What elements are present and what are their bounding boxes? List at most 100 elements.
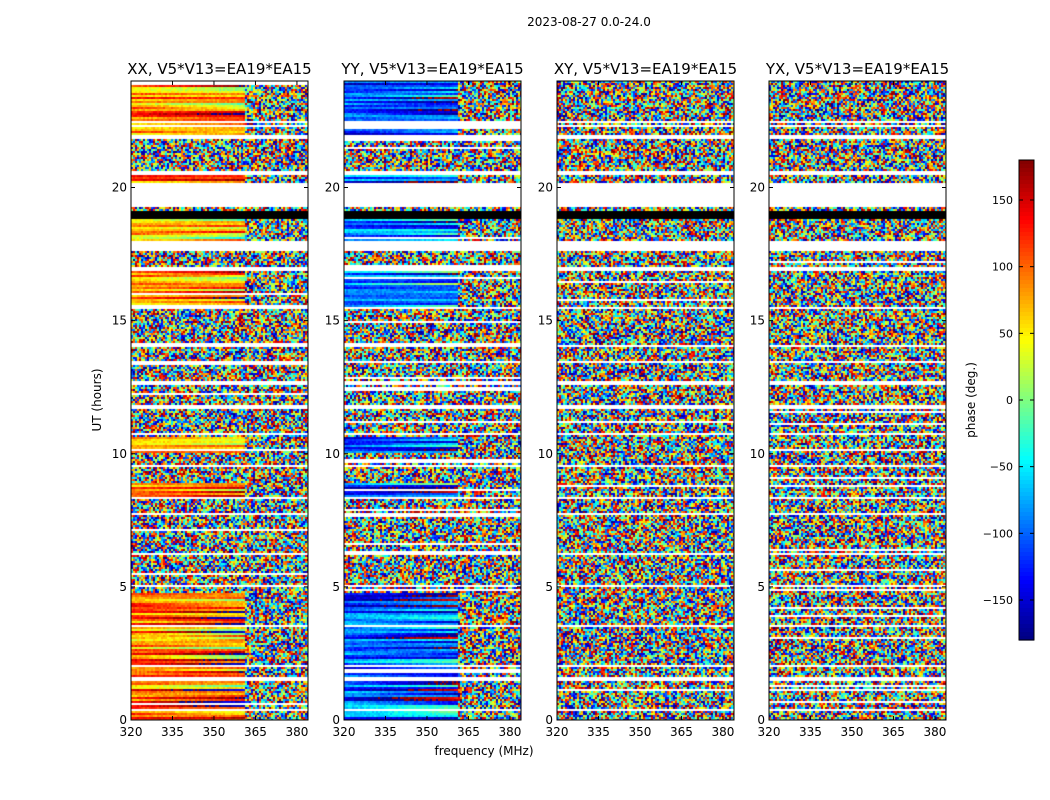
colorbar-segment xyxy=(1019,388,1034,393)
colorbar-segment xyxy=(1019,228,1034,233)
colorbar-segment xyxy=(1019,448,1034,453)
colorbar-segment xyxy=(1019,512,1034,517)
colorbar-segment xyxy=(1019,380,1034,385)
colorbar-segment xyxy=(1019,620,1034,625)
colorbar-segment xyxy=(1019,548,1034,553)
colorbar-segment xyxy=(1019,364,1034,369)
colorbar-segment xyxy=(1019,372,1034,377)
colorbar-segment xyxy=(1019,292,1034,297)
panel-title: YX, V5*V13=EA19*EA15 xyxy=(765,60,949,78)
colorbar-segment xyxy=(1019,496,1034,501)
colorbar-segment xyxy=(1019,208,1034,213)
colorbar-segment xyxy=(1019,284,1034,289)
colorbar-segment xyxy=(1019,360,1034,365)
y-tick-label: 0 xyxy=(545,713,553,727)
colorbar-segment xyxy=(1019,444,1034,449)
colorbar-segment xyxy=(1019,624,1034,629)
colorbar-segment xyxy=(1019,472,1034,477)
colorbar-segment xyxy=(1019,516,1034,521)
y-tick-label: 15 xyxy=(112,314,127,328)
x-tick-label: 350 xyxy=(841,725,864,739)
colorbar-segment xyxy=(1019,212,1034,217)
colorbar-tick-label: 50 xyxy=(999,327,1013,340)
panel-yx: YX, V5*V13=EA19*EA15 320 335 350 365 380 0 5 10 1… xyxy=(750,60,949,739)
colorbar-segment xyxy=(1019,428,1034,433)
colorbar-segment xyxy=(1019,560,1034,565)
colorbar-segment xyxy=(1019,320,1034,325)
panel-frame xyxy=(343,80,522,721)
y-tick-label: 10 xyxy=(750,447,765,461)
colorbar-segment xyxy=(1019,456,1034,461)
panel-frame xyxy=(556,80,735,721)
colorbar-segment xyxy=(1019,224,1034,229)
colorbar-segment xyxy=(1019,200,1034,205)
x-tick-label: 365 xyxy=(457,725,480,739)
colorbar-segment xyxy=(1019,596,1034,601)
colorbar-tick-label: 150 xyxy=(992,194,1013,207)
y-tick-label: 20 xyxy=(750,181,765,195)
phase-heatmap xyxy=(769,81,946,720)
y-tick-label: 0 xyxy=(119,713,127,727)
colorbar-segment xyxy=(1019,308,1034,313)
y-tick-label: 20 xyxy=(325,181,340,195)
x-tick-label: 320 xyxy=(758,725,781,739)
colorbar-segment xyxy=(1019,488,1034,493)
x-tick-label: 380 xyxy=(285,725,308,739)
x-tick-label: 335 xyxy=(799,725,822,739)
colorbar-segment xyxy=(1019,424,1034,429)
y-axis-label: UT (hours) xyxy=(90,368,104,431)
colorbar-segment xyxy=(1019,248,1034,253)
colorbar-segment xyxy=(1019,288,1034,293)
panel-frame xyxy=(768,80,947,721)
colorbar-segment xyxy=(1019,252,1034,257)
colorbar: −150 −100 −50 0 50 100 150 xyxy=(983,159,1035,641)
colorbar-segment xyxy=(1019,352,1034,357)
y-tick-label: 5 xyxy=(332,580,340,594)
colorbar-segment xyxy=(1019,464,1034,469)
colorbar-tick-label: −50 xyxy=(990,461,1013,474)
x-tick-label: 320 xyxy=(120,725,143,739)
colorbar-segment xyxy=(1019,440,1034,445)
colorbar-segment xyxy=(1019,588,1034,593)
colorbar-segment xyxy=(1019,344,1034,349)
colorbar-segment xyxy=(1019,280,1034,285)
y-tick-label: 0 xyxy=(757,713,765,727)
colorbar-segment xyxy=(1019,392,1034,397)
y-tick-label: 20 xyxy=(538,181,553,195)
colorbar-segment xyxy=(1019,180,1034,185)
colorbar-segment xyxy=(1019,412,1034,417)
colorbar-segment xyxy=(1019,576,1034,581)
y-tick-label: 20 xyxy=(112,181,127,195)
panel-yy: YY, V5*V13=EA19*EA15 320 335 350 365 380 0 5 10 1… xyxy=(325,60,524,739)
colorbar-segment xyxy=(1019,356,1034,361)
colorbar-label: phase (deg.) xyxy=(964,362,978,438)
phase-heatmap xyxy=(344,81,521,720)
colorbar-segment xyxy=(1019,204,1034,209)
colorbar-segment xyxy=(1019,172,1034,177)
colorbar-segment xyxy=(1019,256,1034,261)
colorbar-segment xyxy=(1019,468,1034,473)
figure-suptitle: 2023-08-27 0.0-24.0 xyxy=(527,15,651,29)
colorbar-segment xyxy=(1019,264,1034,269)
colorbar-segment xyxy=(1019,636,1034,641)
colorbar-segment xyxy=(1019,164,1034,169)
phase-heatmap xyxy=(557,81,734,720)
colorbar-segment xyxy=(1019,408,1034,413)
colorbar-segment xyxy=(1019,236,1034,241)
colorbar-tick-label: −100 xyxy=(983,527,1013,540)
colorbar-segment xyxy=(1019,540,1034,545)
x-tick-label: 335 xyxy=(587,725,610,739)
colorbar-segment xyxy=(1019,532,1034,537)
colorbar-segment xyxy=(1019,544,1034,549)
heatmap-image xyxy=(769,81,946,720)
colorbar-segment xyxy=(1019,192,1034,197)
y-tick-label: 0 xyxy=(332,713,340,727)
x-tick-label: 350 xyxy=(203,725,226,739)
heatmap-image xyxy=(131,81,308,720)
colorbar-segment xyxy=(1019,316,1034,321)
panel-frame xyxy=(130,80,309,721)
panel-xx: XX, V5*V13=EA19*EA15 320 335 350 365 380 0 5 10 1… xyxy=(112,60,312,739)
x-tick-label: 320 xyxy=(546,725,569,739)
colorbar-segment xyxy=(1019,580,1034,585)
colorbar-segment xyxy=(1019,612,1034,617)
